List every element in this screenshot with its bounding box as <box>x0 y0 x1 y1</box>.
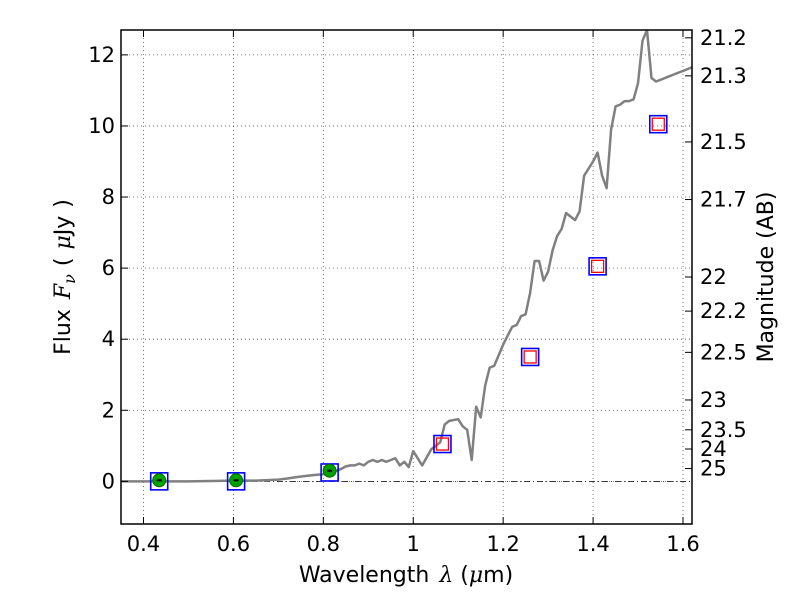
blue-square-marker <box>433 434 452 454</box>
y-tick-label: 4 <box>102 327 115 351</box>
y2-axis-title: Magnitude (AB) <box>754 192 779 363</box>
x-tick-label: 0.4 <box>127 532 160 556</box>
blue-square-marker <box>520 347 540 367</box>
y-axis-unit-rest: Jy <box>51 216 76 238</box>
red-square-marker <box>651 117 665 131</box>
y-axis-title: Flux Fν ( μJy) <box>51 199 79 355</box>
x-tick-label: 1 <box>407 532 420 556</box>
y-axis-unit-close: ) <box>51 199 76 208</box>
red-square-marker <box>590 259 605 273</box>
red-square-marker <box>523 350 537 364</box>
mag-tick-label: 21.3 <box>700 64 747 88</box>
ticks: 0.4 0.6 0.8 1 1.2 1.4 1.602468101221.221.321.5… <box>88 26 747 556</box>
x-tick-label: 1.4 <box>576 532 609 556</box>
mag-tick-label: 22 <box>700 265 727 289</box>
x-tick-label: 0.8 <box>307 532 340 556</box>
y-tick-label: 12 <box>88 43 115 67</box>
y-axis-unit-mu: μ <box>51 235 76 249</box>
plot-background <box>121 30 692 524</box>
red-square-marker <box>435 437 450 451</box>
y-tick-label: 2 <box>102 398 115 422</box>
x-axis-unit-rest: m) <box>483 563 513 588</box>
y-tick-label: 6 <box>102 256 115 280</box>
x-tick-label: 1.2 <box>486 532 519 556</box>
x-axis-unit-mu: μ <box>469 563 483 588</box>
y-axis-label-text: Flux <box>51 309 76 355</box>
mag-tick-label: 22.2 <box>700 299 747 323</box>
mag-tick-label: 22.5 <box>700 340 747 364</box>
mag-tick-label: 23.5 <box>700 418 747 442</box>
x-axis-label-text: Wavelength <box>299 563 430 588</box>
y-tick-label: 0 <box>102 469 115 493</box>
blue-square-marker <box>226 472 246 491</box>
y-axis-symbol: F <box>51 283 76 300</box>
series-layer <box>121 30 692 491</box>
blue-square-marker <box>648 114 668 134</box>
x-axis-unit-prefix: ( <box>453 563 469 588</box>
spectrum-line <box>121 30 692 483</box>
mag-tick-label: 21.2 <box>700 26 747 50</box>
x-axis-title: Wavelength λ (μm) <box>299 563 513 588</box>
mag-tick-label: 24 <box>700 437 727 461</box>
mag-tick-label: 21.7 <box>700 188 747 212</box>
mag-tick-label: 23 <box>700 388 727 412</box>
x-axis-symbol: λ <box>438 563 453 588</box>
y-tick-label: 8 <box>102 185 115 209</box>
blue-square-marker <box>149 472 169 491</box>
y-axis-unit-open: ( <box>51 258 76 267</box>
x-tick-label: 1.6 <box>666 532 699 556</box>
y-axis-subscript: ν <box>60 274 79 284</box>
mag-tick-label: 25 <box>700 457 727 481</box>
blue-square-marker <box>588 257 607 276</box>
x-tick-label: 0.6 <box>217 532 250 556</box>
y-tick-label: 10 <box>88 114 115 138</box>
mag-tick-label: 21.5 <box>700 130 747 154</box>
